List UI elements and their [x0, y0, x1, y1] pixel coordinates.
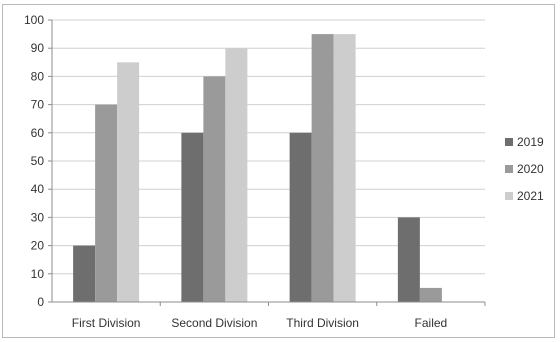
bar-2020-first-division — [95, 104, 118, 302]
bar-2019-second-division — [181, 132, 204, 302]
legend-swatch-2020 — [505, 165, 513, 173]
legend-swatch-2019 — [505, 138, 513, 146]
bar-2019-first-division — [73, 245, 96, 302]
x-category-label: Second Division — [171, 316, 257, 330]
bars — [73, 34, 442, 303]
legend-label-2019: 2019 — [517, 135, 544, 149]
y-tick-label: 60 — [31, 126, 45, 140]
bar-2021-first-division — [117, 62, 140, 302]
bar-2020-failed — [419, 287, 442, 302]
y-tick-label: 0 — [37, 295, 44, 309]
legend-swatch-2021 — [505, 192, 513, 200]
y-axis-ticks: 0 10 20 30 40 50 60 70 80 90 100 — [24, 13, 52, 309]
x-axis-categories: First Division Second Division Third Divis… — [72, 302, 486, 330]
bar-2021-second-division — [225, 48, 248, 303]
x-category-label: Third Division — [286, 316, 359, 330]
y-tick-label: 90 — [31, 41, 45, 55]
y-tick-label: 100 — [24, 13, 44, 27]
bar-2021-third-division — [333, 34, 356, 302]
x-category-label: First Division — [72, 316, 141, 330]
bar-2019-failed — [397, 217, 420, 302]
legend: 2019 2020 2021 — [505, 135, 544, 203]
bar-2020-third-division — [311, 34, 334, 302]
bar-2020-second-division — [203, 76, 226, 303]
y-tick-label: 20 — [31, 239, 45, 253]
x-category-label: Failed — [415, 316, 448, 330]
legend-label-2021: 2021 — [517, 189, 544, 203]
y-tick-label: 30 — [31, 210, 45, 224]
legend-label-2020: 2020 — [517, 162, 544, 176]
y-tick-label: 10 — [31, 267, 45, 281]
y-tick-label: 50 — [31, 154, 45, 168]
y-tick-label: 70 — [31, 98, 45, 112]
bar-2019-third-division — [289, 132, 312, 302]
y-tick-label: 40 — [31, 182, 45, 196]
y-tick-label: 80 — [31, 69, 45, 83]
